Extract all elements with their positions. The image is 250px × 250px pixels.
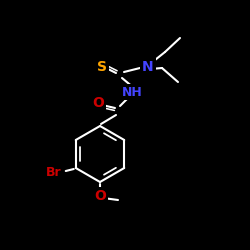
Text: N: N <box>142 60 154 74</box>
Text: S: S <box>97 60 107 74</box>
Text: Br: Br <box>46 166 62 178</box>
Text: O: O <box>92 96 104 110</box>
Text: NH: NH <box>122 86 142 98</box>
Text: O: O <box>94 189 106 203</box>
